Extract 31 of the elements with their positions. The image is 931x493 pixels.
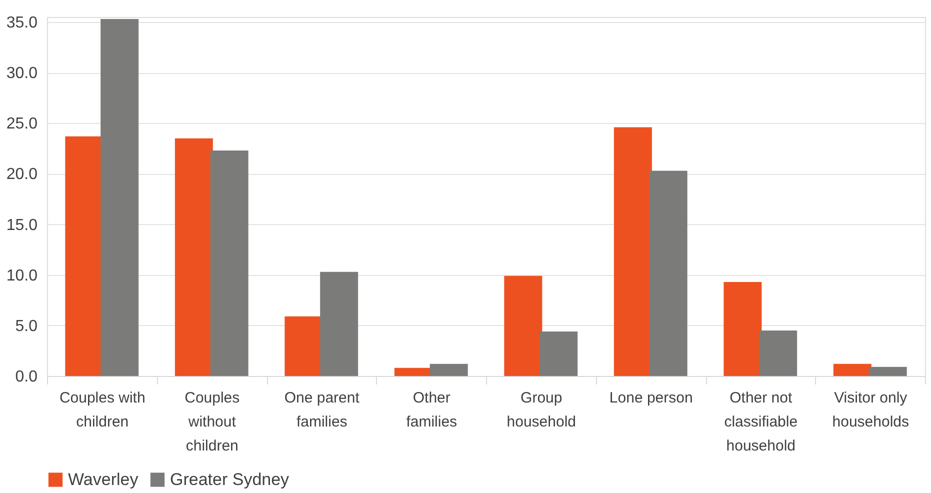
y-tick-label: 5.0 xyxy=(15,318,38,335)
bar xyxy=(833,364,872,376)
bar xyxy=(210,150,248,376)
x-tick-label: Other not classifiable household xyxy=(724,390,798,454)
bar xyxy=(540,332,578,376)
bar xyxy=(320,272,358,376)
bar xyxy=(759,330,798,376)
x-tick-label: Group household xyxy=(506,390,576,430)
y-tick-label: 30.0 xyxy=(6,65,38,82)
y-tick-label: 10.0 xyxy=(6,267,38,284)
x-tick-label: Other families xyxy=(406,390,458,430)
y-tick-label: 25.0 xyxy=(6,116,38,133)
bar xyxy=(649,170,688,376)
bar xyxy=(100,19,139,376)
x-tick-label: Visitor only households xyxy=(832,390,909,430)
legend-label: Greater Sydney xyxy=(170,470,290,489)
bar xyxy=(174,138,213,376)
bar xyxy=(614,127,652,376)
x-tick-label: Couples without children xyxy=(184,390,240,454)
legend-label: Waverley xyxy=(68,470,139,489)
x-tick-label: One parent families xyxy=(284,390,360,430)
bar xyxy=(504,276,542,376)
bar xyxy=(868,366,907,376)
y-tick-label: 35.0 xyxy=(6,14,38,32)
x-tick-label: Lone person xyxy=(609,390,693,406)
bar xyxy=(430,364,468,376)
bar xyxy=(724,282,762,376)
y-tick-label: 20.0 xyxy=(6,166,38,184)
x-tick-label: Couples with children xyxy=(59,390,146,430)
y-tick-label: 0.0 xyxy=(15,368,38,386)
y-tick-label: 15.0 xyxy=(6,216,38,234)
